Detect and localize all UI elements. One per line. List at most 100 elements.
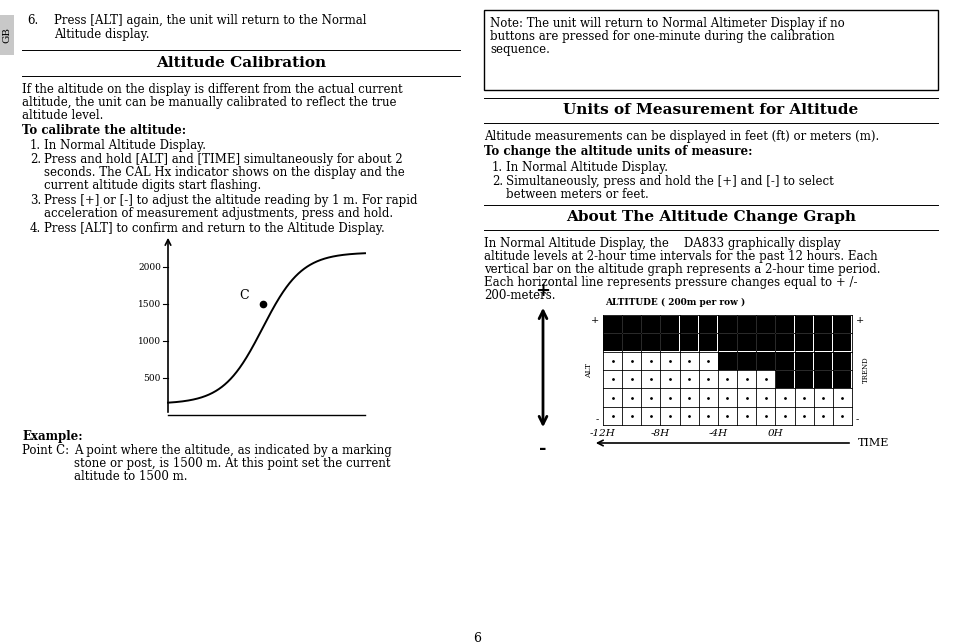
Text: current altitude digits start flashing.: current altitude digits start flashing. [44, 179, 261, 192]
Text: In Normal Altitude Display.: In Normal Altitude Display. [44, 139, 206, 152]
Text: vertical bar on the altitude graph represents a 2-hour time period.: vertical bar on the altitude graph repre… [483, 263, 880, 276]
Text: Altitude Calibration: Altitude Calibration [155, 56, 326, 70]
Text: Altitude measurements can be displayed in feet (ft) or meters (m).: Altitude measurements can be displayed i… [483, 130, 879, 143]
Bar [0, 15, 14, 55]
Bar [833, 352, 851, 370]
Text: -12H: -12H [590, 429, 616, 438]
Text: Press [ALT] again, the unit will return to the Normal: Press [ALT] again, the unit will return … [54, 14, 366, 27]
Bar [699, 316, 717, 333]
Text: Point C:: Point C: [22, 444, 69, 457]
Bar [483, 10, 937, 90]
Bar [679, 316, 698, 333]
Text: 2.: 2. [492, 175, 502, 188]
Bar [699, 334, 717, 351]
Bar [775, 352, 793, 370]
Bar [718, 352, 736, 370]
Bar [794, 334, 812, 351]
Text: Press [+] or [-] to adjust the altitude reading by 1 m. For rapid: Press [+] or [-] to adjust the altitude … [44, 194, 417, 207]
Bar [775, 334, 793, 351]
Bar [737, 316, 755, 333]
Text: TIME: TIME [857, 438, 888, 448]
Text: A point where the altitude, as indicated by a marking: A point where the altitude, as indicated… [74, 444, 392, 457]
Bar [641, 334, 659, 351]
Text: seconds. The CAL Hx indicator shows on the display and the: seconds. The CAL Hx indicator shows on t… [44, 166, 404, 179]
Text: 200-meters.: 200-meters. [483, 289, 555, 302]
Text: Units of Measurement for Altitude: Units of Measurement for Altitude [563, 103, 858, 117]
Bar [775, 370, 793, 388]
Bar [660, 334, 679, 351]
Text: 0H: 0H [767, 429, 782, 438]
Bar [737, 352, 755, 370]
Text: 1500: 1500 [138, 300, 161, 309]
Bar [813, 370, 831, 388]
Bar [756, 352, 774, 370]
Text: -4H: -4H [708, 429, 727, 438]
Text: Note: The unit will return to Normal Altimeter Display if no: Note: The unit will return to Normal Alt… [490, 17, 843, 30]
Text: Press [ALT] to confirm and return to the Altitude Display.: Press [ALT] to confirm and return to the… [44, 222, 384, 235]
Text: To change the altitude units of measure:: To change the altitude units of measure: [483, 145, 752, 158]
Text: Simultaneously, press and hold the [+] and [-] to select: Simultaneously, press and hold the [+] a… [505, 175, 833, 188]
Bar [794, 352, 812, 370]
Text: +: + [535, 282, 550, 300]
Text: altitude level.: altitude level. [22, 109, 103, 122]
Text: acceleration of measurement adjustments, press and hold.: acceleration of measurement adjustments,… [44, 207, 393, 220]
Bar [679, 334, 698, 351]
Text: +: + [855, 316, 863, 325]
Text: +: + [590, 316, 598, 325]
Bar [833, 334, 851, 351]
Bar [756, 334, 774, 351]
Bar [622, 334, 640, 351]
Bar [641, 316, 659, 333]
Bar [794, 316, 812, 333]
Bar [660, 316, 679, 333]
Text: between meters or feet.: between meters or feet. [505, 188, 648, 201]
Bar [603, 316, 621, 333]
Bar [833, 316, 851, 333]
Bar [718, 316, 736, 333]
Text: 1.: 1. [492, 161, 502, 174]
Text: 1000: 1000 [138, 336, 161, 345]
Bar [775, 316, 793, 333]
Text: -: - [538, 440, 546, 458]
Text: Example:: Example: [22, 430, 83, 443]
Text: 1.: 1. [30, 139, 41, 152]
Text: altitude, the unit can be manually calibrated to reflect the true: altitude, the unit can be manually calib… [22, 96, 396, 109]
Text: 3.: 3. [30, 194, 41, 207]
Text: In Normal Altitude Display, the    DA833 graphically display: In Normal Altitude Display, the DA833 gr… [483, 237, 840, 250]
Text: 500: 500 [144, 374, 161, 383]
Bar [813, 316, 831, 333]
Bar [833, 370, 851, 388]
Bar [622, 316, 640, 333]
Text: stone or post, is 1500 m. At this point set the current: stone or post, is 1500 m. At this point … [74, 457, 390, 470]
Text: To calibrate the altitude:: To calibrate the altitude: [22, 124, 186, 137]
Text: 6.: 6. [27, 14, 38, 27]
Bar [813, 334, 831, 351]
Text: -: - [595, 415, 598, 424]
Text: C: C [238, 289, 249, 302]
Text: 2.: 2. [30, 153, 41, 166]
Text: Altitude display.: Altitude display. [54, 28, 150, 41]
Bar [794, 370, 812, 388]
Bar [718, 334, 736, 351]
Text: About The Altitude Change Graph: About The Altitude Change Graph [565, 210, 855, 224]
Text: altitude levels at 2-hour time intervals for the past 12 hours. Each: altitude levels at 2-hour time intervals… [483, 250, 877, 263]
Text: -: - [855, 415, 859, 424]
Bar [813, 352, 831, 370]
Text: sequence.: sequence. [490, 43, 549, 56]
Bar [756, 316, 774, 333]
Text: If the altitude on the display is different from the actual current: If the altitude on the display is differ… [22, 83, 402, 96]
Bar [603, 334, 621, 351]
Text: Each horizontal line represents pressure changes equal to + /-: Each horizontal line represents pressure… [483, 276, 857, 289]
Text: Press and hold [ALT] and [TIME] simultaneously for about 2: Press and hold [ALT] and [TIME] simultan… [44, 153, 402, 166]
Text: TREND: TREND [862, 357, 869, 383]
Text: -8H: -8H [650, 429, 669, 438]
Text: GB: GB [3, 27, 11, 43]
Text: 4.: 4. [30, 222, 41, 235]
Text: 2000: 2000 [138, 263, 161, 272]
Text: ALTITUDE ( 200m per row ): ALTITUDE ( 200m per row ) [604, 298, 744, 307]
Text: altitude to 1500 m.: altitude to 1500 m. [74, 470, 188, 483]
Bar [737, 334, 755, 351]
Text: In Normal Altitude Display.: In Normal Altitude Display. [505, 161, 667, 174]
Text: buttons are pressed for one-minute during the calibration: buttons are pressed for one-minute durin… [490, 30, 834, 43]
Text: 6: 6 [473, 632, 480, 643]
